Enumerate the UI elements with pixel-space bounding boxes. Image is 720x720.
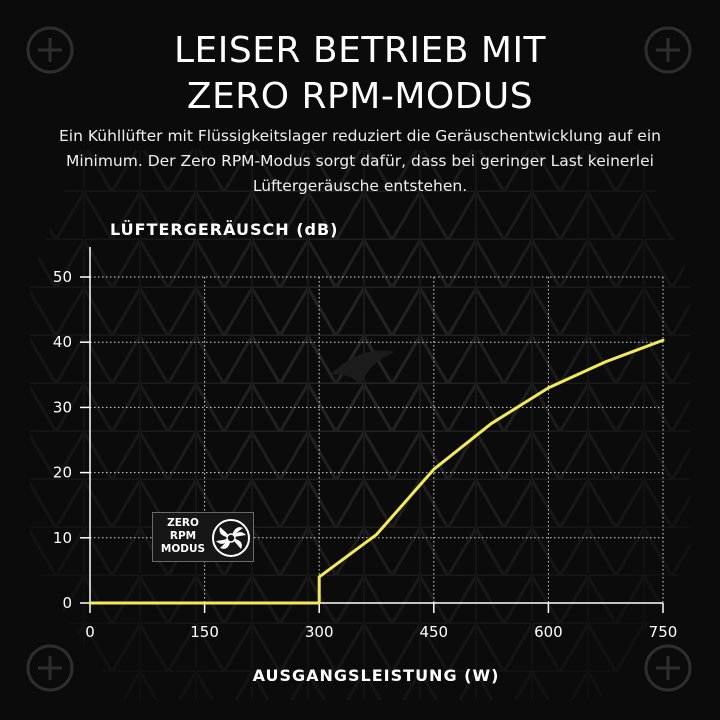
title-line-2: ZERO RPM-MODUS — [186, 76, 534, 117]
badge-label: ZERO RPM MODUS — [155, 517, 211, 556]
corsair-logo-watermark — [330, 350, 395, 385]
x-axis-title: AUSGANGSLEISTUNG (W) — [252, 666, 500, 685]
description-text: Ein Kühllüfter mit Flüssigkeitslager red… — [59, 127, 661, 195]
corner-screw-icon — [26, 26, 692, 692]
page-title: LEISER BETRIEB MIT ZERO RPM-MODUS — [0, 28, 720, 120]
x-tick-label: 450 — [419, 623, 448, 641]
badge-line-3: MODUS — [160, 543, 206, 555]
fan-icon — [212, 519, 250, 557]
title-line-1: LEISER BETRIEB MIT — [173, 30, 547, 71]
series-line — [88, 338, 665, 605]
badge-line-1: ZERO — [167, 517, 199, 529]
x-tick-label: 150 — [190, 623, 219, 641]
y-tick-label: 10 — [53, 529, 72, 547]
x-tick-label: 0 — [85, 623, 95, 641]
x-tick-label: 300 — [305, 623, 334, 641]
y-tick-label: 30 — [53, 398, 72, 416]
y-tick-label: 50 — [53, 268, 72, 286]
x-tick-label: 600 — [534, 623, 563, 641]
y-tick-label: 20 — [53, 464, 72, 482]
x-tick-label: 750 — [649, 623, 678, 641]
badge-line-2: RPM — [169, 530, 197, 542]
zero-rpm-badge: ZERO RPM MODUS — [152, 512, 254, 562]
y-tick-label: 0 — [62, 594, 72, 612]
y-tick-label: 40 — [53, 333, 72, 351]
y-axis-title: LÜFTERGERÄUSCH (dB) — [110, 220, 339, 239]
